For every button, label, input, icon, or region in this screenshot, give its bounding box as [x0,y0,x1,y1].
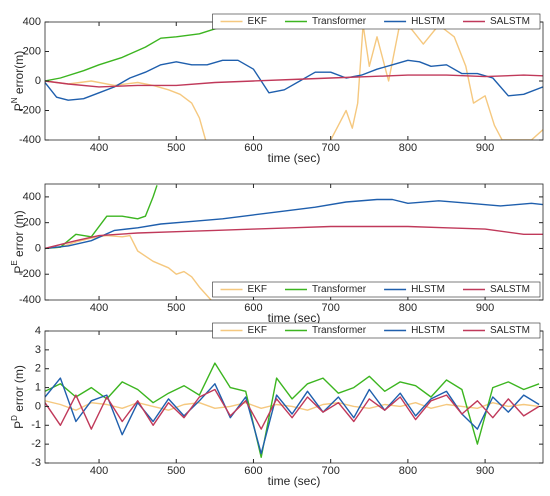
y-label-sup: D [10,415,19,421]
legend-label: HLSTM [411,284,445,295]
y-tick-label: 200 [23,45,41,57]
y-label-part: error (m) [12,210,26,260]
x-tick-label: 800 [399,465,417,477]
x-tick-label: 600 [244,142,262,154]
x-axis-label: time (sec) [268,311,321,325]
y-tick-label: -400 [19,294,41,306]
series-line [45,377,540,455]
legend-label: SALSTM [490,325,530,336]
y-tick-label: 0 [35,242,41,254]
y-axis-label: PN error(m) [10,51,26,111]
legend: EKF Transformer HLSTM SALSTM [212,13,541,30]
x-tick-label: 900 [476,465,494,477]
series-line [45,388,540,430]
series-line [45,22,543,140]
x-tick-label: 400 [90,302,108,314]
axes-frame [44,183,544,301]
legend-label: HLSTM [411,325,445,336]
legend-label: SALSTM [490,16,530,27]
x-tick-label: 600 [244,302,262,314]
y-label-part: P [12,421,26,429]
y-tick-label: 2 [35,363,41,375]
x-tick-label: 400 [90,142,108,154]
y-tick-label: 400 [23,191,41,203]
y-tick-label: -200 [19,268,41,280]
legend-label: Transformer [312,325,367,336]
y-label-sup: E [10,260,19,265]
subplot: 400 500 600 700 800 900 -3 -2 -1 0 1 2 3 4 time (sec) P… [10,322,544,488]
series-line [45,59,543,101]
y-axis-label: PD error (m) [10,365,26,429]
y-tick-label: 200 [23,217,41,229]
x-tick-label: 500 [167,465,185,477]
x-tick-label: 900 [476,142,494,154]
series-line [45,234,212,300]
series-line [45,225,543,250]
legend: EKF Transformer HLSTM SALSTM [212,322,541,339]
legend-label: SALSTM [490,284,530,295]
y-label-sup: N [10,97,19,103]
legend-label: EKF [248,16,267,27]
legend-label: EKF [248,284,267,295]
legend-label: HLSTM [411,16,445,27]
x-tick-label: 800 [399,142,417,154]
legend: EKF Transformer HLSTM SALSTM [212,281,541,298]
legend-box [212,281,541,298]
x-axis-label: time (sec) [268,151,321,165]
y-axis-label: PE error (m) [10,210,26,273]
y-tick-label: -200 [19,104,41,116]
series-line [45,362,540,458]
x-tick-label: 700 [321,465,339,477]
y-tick-label: -3 [31,457,41,469]
y-tick-label: -2 [31,438,41,450]
y-label-part: P [12,266,26,274]
y-tick-label: 4 [35,325,41,337]
y-tick-label: -400 [19,134,41,146]
x-tick-label: 900 [476,302,494,314]
y-label-part: error(m) [12,51,26,98]
y-tick-label: 0 [35,400,41,412]
y-label-part: P [12,103,26,111]
y-tick-label: -1 [31,419,41,431]
y-tick-label: 400 [23,16,41,28]
y-tick-label: 1 [35,381,41,393]
x-tick-label: 600 [244,465,262,477]
y-label-part: error (m) [12,365,26,415]
legend-label: Transformer [312,16,367,27]
legend-box [212,322,541,339]
series-line [45,198,543,250]
x-tick-label: 500 [167,142,185,154]
x-tick-label: 700 [321,302,339,314]
x-tick-label: 700 [321,142,339,154]
subplot: 400 500 600 700 800 900 -400 -200 0 200 400 time (s… [10,13,544,165]
series-line [45,185,158,250]
legend-box [212,13,541,30]
y-tick-label: 3 [35,344,41,356]
subplot: 400 500 600 700 800 900 -400 -200 0 200 400 time (s… [10,183,544,325]
x-tick-label: 400 [90,465,108,477]
legend-label: EKF [248,325,267,336]
x-axis-label: time (sec) [268,474,321,488]
x-tick-label: 500 [167,302,185,314]
series-line [45,74,543,88]
series-line [45,22,248,82]
x-tick-label: 800 [399,302,417,314]
legend-label: Transformer [312,284,367,295]
y-tick-label: 0 [35,75,41,87]
